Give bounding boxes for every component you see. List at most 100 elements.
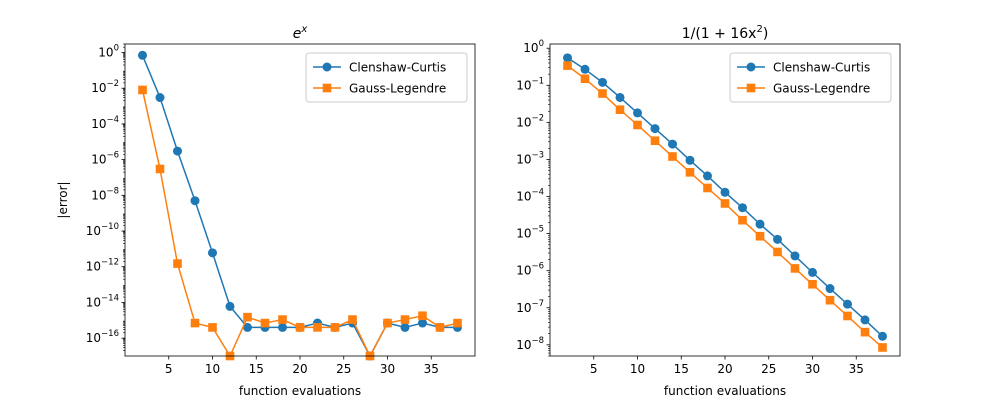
data-point-gauss-legendre bbox=[755, 231, 765, 241]
data-point-clenshaw-curtis bbox=[878, 331, 887, 341]
data-point-gauss-legendre bbox=[400, 315, 410, 324]
data-point-clenshaw-curtis bbox=[703, 171, 712, 181]
data-point-gauss-legendre bbox=[243, 312, 252, 322]
x-tick-label: 35 bbox=[849, 362, 864, 376]
data-point-clenshaw-curtis bbox=[685, 155, 695, 165]
y-tick-label: 10−7 bbox=[516, 299, 544, 315]
y-tick-label: 10−16 bbox=[86, 329, 119, 345]
plot-frame bbox=[124, 43, 476, 357]
data-point-gauss-legendre bbox=[825, 295, 835, 305]
legend-marker bbox=[746, 83, 756, 93]
x-tick-label: 15 bbox=[249, 362, 264, 376]
left-chart-panel: 100 10−2 10−4 10−6 10−8 10−10 10−12 10−14 10−16 5… bbox=[56, 24, 476, 398]
data-point-gauss-legendre bbox=[773, 247, 782, 257]
data-point-gauss-legendre bbox=[580, 74, 590, 84]
x-tick-label: 30 bbox=[380, 362, 395, 376]
x-tick-label: 15 bbox=[674, 362, 689, 376]
data-point-gauss-legendre bbox=[878, 343, 887, 352]
data-point-gauss-legendre bbox=[668, 152, 677, 161]
data-point-clenshaw-curtis bbox=[208, 248, 217, 258]
plot-frame bbox=[549, 43, 901, 357]
legend-box bbox=[305, 52, 468, 103]
legend-label: Clenshaw-Curtis bbox=[349, 61, 446, 75]
data-point-clenshaw-curtis bbox=[173, 146, 182, 156]
data-point-clenshaw-curtis bbox=[243, 322, 252, 332]
data-point-gauss-legendre bbox=[435, 323, 445, 332]
data-point-gauss-legendre bbox=[313, 323, 322, 332]
y-tick-label: 10−6 bbox=[91, 151, 119, 167]
data-point-clenshaw-curtis bbox=[633, 108, 642, 118]
y-tick-label: 10−10 bbox=[86, 222, 119, 238]
data-point-gauss-legendre bbox=[808, 279, 817, 289]
y-tick-label: 100 bbox=[523, 39, 544, 55]
y-tick-label: 10−6 bbox=[516, 262, 544, 278]
y-tick-label: 10−2 bbox=[516, 113, 544, 129]
data-point-gauss-legendre bbox=[260, 318, 270, 328]
data-point-gauss-legendre bbox=[598, 89, 607, 98]
data-point-gauss-legendre bbox=[650, 136, 660, 146]
data-point-clenshaw-curtis bbox=[225, 301, 235, 311]
y-tick-label: 10−3 bbox=[516, 150, 544, 166]
data-point-gauss-legendre bbox=[790, 264, 800, 273]
x-tick-label: 5 bbox=[165, 362, 173, 376]
y-tick-label: 10−8 bbox=[91, 186, 119, 202]
data-point-gauss-legendre bbox=[453, 318, 462, 328]
x-axis-label: function evaluations bbox=[664, 384, 786, 398]
data-point-gauss-legendre bbox=[860, 327, 870, 337]
data-point-clenshaw-curtis bbox=[773, 234, 782, 244]
data-point-gauss-legendre bbox=[615, 105, 625, 114]
x-tick-label: 20 bbox=[717, 362, 732, 376]
data-point-gauss-legendre bbox=[720, 199, 730, 208]
x-tick-label: 25 bbox=[761, 362, 776, 376]
data-point-gauss-legendre bbox=[418, 311, 427, 321]
series-line-gauss-legendre bbox=[141, 89, 458, 357]
data-point-clenshaw-curtis bbox=[563, 53, 572, 63]
data-point-clenshaw-curtis bbox=[860, 315, 870, 325]
y-axis-label: |error| bbox=[56, 181, 70, 218]
y-tick-label: 10−14 bbox=[86, 293, 119, 309]
y-tick-label: 10−8 bbox=[516, 336, 544, 352]
data-point-gauss-legendre bbox=[738, 215, 747, 225]
data-point-gauss-legendre bbox=[155, 164, 165, 174]
data-point-clenshaw-curtis bbox=[580, 64, 590, 74]
data-point-clenshaw-curtis bbox=[278, 322, 287, 332]
y-tick-label: 10−2 bbox=[91, 79, 119, 95]
data-point-gauss-legendre bbox=[348, 315, 357, 324]
chart-title: 1/(1 + 16x2) bbox=[682, 24, 769, 42]
legend-marker bbox=[322, 62, 332, 72]
data-point-gauss-legendre bbox=[190, 318, 200, 328]
legend-label: Gauss-Legendre bbox=[349, 82, 446, 96]
data-point-clenshaw-curtis bbox=[738, 203, 747, 213]
data-point-gauss-legendre bbox=[843, 311, 852, 321]
data-point-clenshaw-curtis bbox=[720, 187, 730, 197]
legend-marker bbox=[322, 83, 332, 93]
legend: Clenshaw-Curtis Gauss-Legendre bbox=[305, 52, 468, 103]
x-tick-label: 30 bbox=[805, 362, 820, 376]
data-point-clenshaw-curtis bbox=[790, 251, 800, 261]
x-tick-label: 35 bbox=[424, 362, 439, 376]
data-point-clenshaw-curtis bbox=[418, 318, 427, 328]
x-tick-label: 25 bbox=[336, 362, 351, 376]
data-point-clenshaw-curtis bbox=[808, 267, 817, 277]
data-point-clenshaw-curtis bbox=[400, 322, 410, 332]
data-point-gauss-legendre bbox=[138, 85, 147, 95]
legend-box bbox=[729, 52, 892, 103]
right-chart-panel: 100 10−1 10−2 10−3 10−4 10−5 10−6 10−7 10−8 5 10 15… bbox=[516, 24, 901, 398]
data-point-clenshaw-curtis bbox=[615, 92, 625, 102]
data-point-clenshaw-curtis bbox=[155, 93, 165, 103]
data-point-clenshaw-curtis bbox=[598, 77, 607, 87]
data-point-gauss-legendre bbox=[208, 323, 217, 332]
data-point-clenshaw-curtis bbox=[825, 284, 835, 294]
data-point-clenshaw-curtis bbox=[755, 219, 765, 229]
data-point-clenshaw-curtis bbox=[650, 124, 660, 134]
x-tick-label: 20 bbox=[292, 362, 307, 376]
data-point-gauss-legendre bbox=[685, 168, 695, 177]
data-point-gauss-legendre bbox=[173, 259, 182, 268]
legend: Clenshaw-Curtis Gauss-Legendre bbox=[729, 52, 892, 103]
data-point-clenshaw-curtis bbox=[843, 299, 852, 309]
data-point-clenshaw-curtis bbox=[138, 50, 147, 60]
data-point-gauss-legendre bbox=[633, 120, 642, 130]
legend-label: Gauss-Legendre bbox=[773, 82, 870, 96]
legend-marker bbox=[746, 62, 756, 72]
